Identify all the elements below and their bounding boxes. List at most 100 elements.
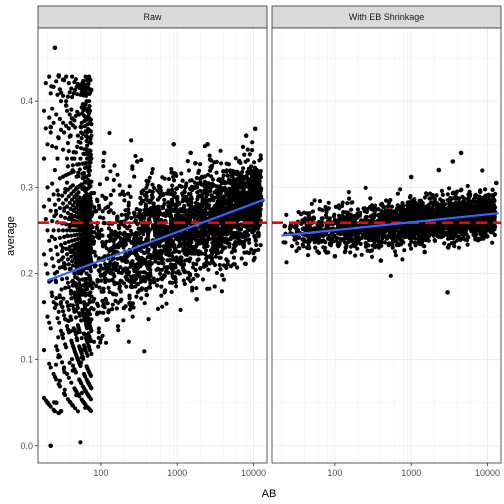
data-point <box>100 298 105 304</box>
data-point <box>376 245 381 250</box>
data-point <box>182 197 187 203</box>
data-point <box>41 156 47 161</box>
data-point <box>96 203 102 208</box>
data-point <box>142 208 147 213</box>
data-point <box>233 156 238 161</box>
data-point <box>111 271 116 276</box>
data-point <box>75 81 80 87</box>
data-point <box>132 210 137 215</box>
data-point <box>256 190 261 195</box>
data-point <box>58 328 64 333</box>
data-point <box>220 196 225 201</box>
data-point <box>115 172 120 177</box>
data-point <box>112 163 117 168</box>
data-point <box>64 74 69 79</box>
data-point <box>186 202 191 207</box>
data-point <box>150 167 155 172</box>
data-point <box>144 288 149 293</box>
data-point <box>202 179 208 184</box>
data-point <box>490 240 495 245</box>
data-point <box>56 410 61 416</box>
data-point <box>52 305 58 311</box>
data-point <box>222 236 228 241</box>
data-point <box>235 193 240 198</box>
data-point <box>89 156 94 161</box>
data-point <box>218 200 223 205</box>
data-point <box>173 280 178 285</box>
data-point <box>147 227 152 232</box>
data-point <box>41 108 47 113</box>
data-point <box>229 250 234 255</box>
data-point <box>62 387 67 392</box>
data-point <box>80 354 85 359</box>
data-point <box>55 252 60 257</box>
data-point <box>333 204 338 209</box>
data-point <box>68 228 73 233</box>
data-point <box>66 285 71 290</box>
data-point <box>240 144 246 149</box>
data-point <box>363 185 368 190</box>
data-point <box>198 265 203 271</box>
data-point <box>251 223 256 228</box>
data-point <box>250 140 255 145</box>
data-point <box>177 183 182 188</box>
data-point <box>214 170 219 175</box>
data-point <box>89 179 94 184</box>
data-point <box>155 283 160 288</box>
data-point <box>208 185 213 190</box>
data-point <box>224 161 229 166</box>
data-point <box>195 273 200 278</box>
data-point <box>61 296 66 301</box>
data-point <box>72 290 77 295</box>
panel-border <box>37 27 268 464</box>
data-point <box>65 141 70 146</box>
data-point <box>219 289 224 294</box>
data-point <box>105 317 110 322</box>
data-point <box>253 238 258 243</box>
data-point <box>158 185 163 190</box>
data-point <box>54 377 59 382</box>
data-point <box>422 244 427 249</box>
data-point <box>96 303 101 308</box>
data-point <box>49 290 54 295</box>
data-point <box>96 268 101 273</box>
data-point <box>177 216 183 221</box>
data-point <box>150 182 155 187</box>
data-point <box>231 262 236 267</box>
data-point <box>256 234 261 239</box>
data-point <box>128 284 134 289</box>
data-point <box>65 257 70 262</box>
data-point <box>101 266 106 271</box>
data-point <box>48 124 53 130</box>
data-point <box>54 79 59 84</box>
data-point <box>216 177 222 182</box>
data-point <box>101 164 106 169</box>
data-point <box>160 205 166 211</box>
data-point <box>170 280 175 285</box>
data-point <box>43 262 48 267</box>
data-point <box>103 340 109 345</box>
data-point <box>119 212 124 217</box>
data-point <box>50 256 55 261</box>
data-point <box>101 158 106 164</box>
data-point <box>245 197 250 202</box>
data-point <box>86 150 92 156</box>
data-point <box>256 247 261 252</box>
data-point <box>217 255 222 260</box>
data-point <box>64 371 70 377</box>
data-point <box>141 223 146 228</box>
data-point <box>63 241 68 246</box>
data-point <box>114 306 119 311</box>
data-point <box>53 278 58 283</box>
data-point <box>56 136 61 141</box>
data-point <box>219 161 224 166</box>
data-point <box>159 293 164 298</box>
data-point <box>89 294 94 299</box>
data-point <box>212 262 218 268</box>
data-point <box>247 240 252 245</box>
data-point <box>79 182 84 187</box>
data-point <box>104 176 110 181</box>
data-point <box>346 190 351 195</box>
data-point <box>241 166 246 171</box>
